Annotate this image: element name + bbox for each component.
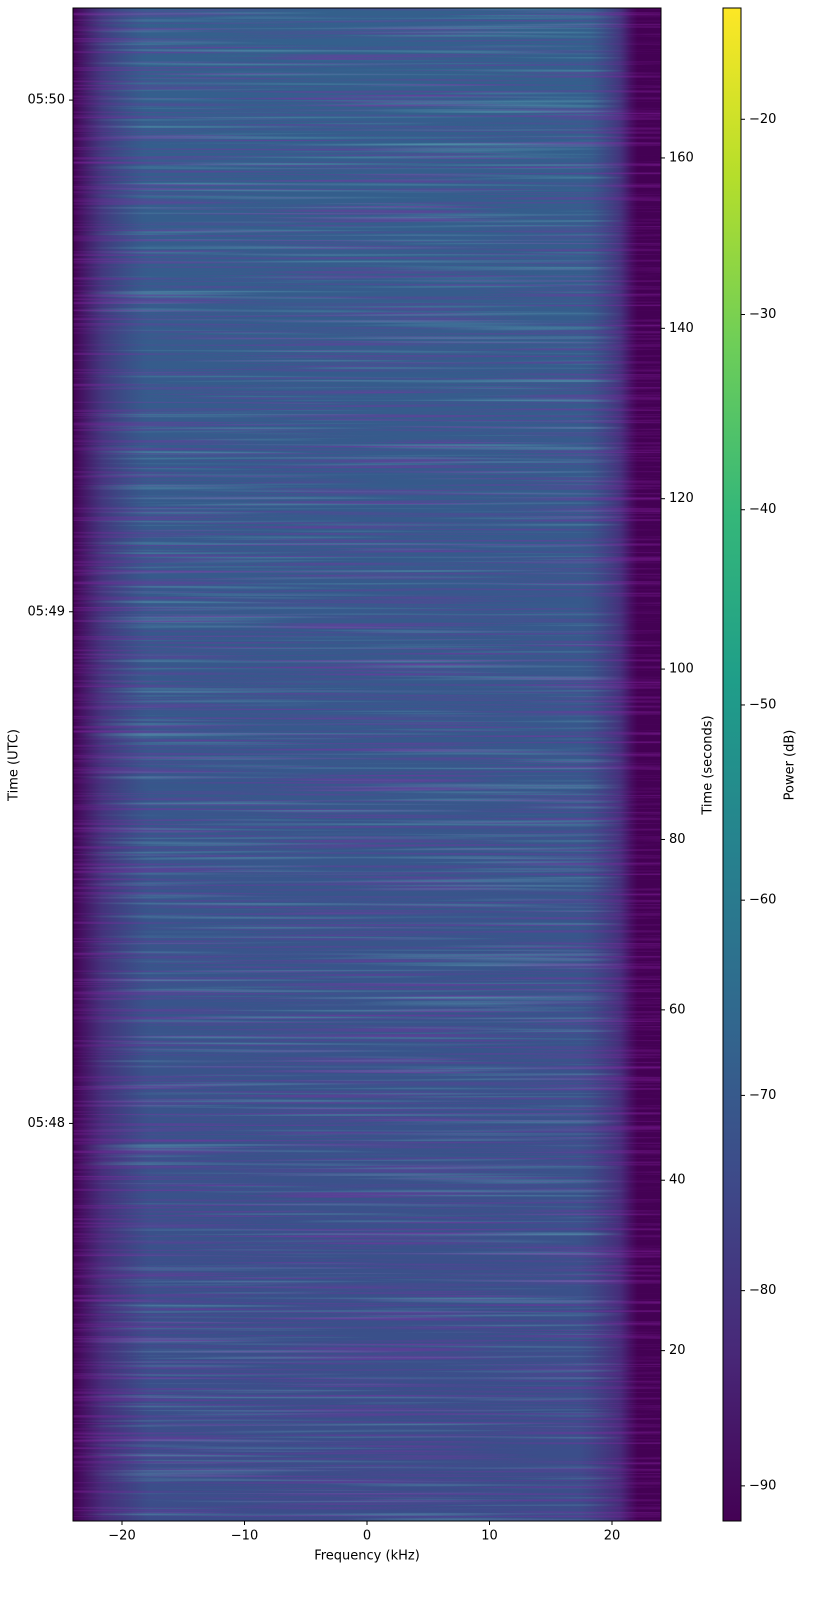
colorbar-tick-label: −70 [749,1088,776,1103]
x-tick-label: 10 [481,1529,498,1544]
x-tick-label: 0 [363,1529,371,1544]
colorbar-tick-label: −30 [749,307,776,322]
spectrogram [73,8,661,1521]
y2-axis-label: Time (seconds) [701,715,716,815]
y-tick-label: 05:50 [28,93,65,108]
x-tick-label: −10 [231,1529,258,1544]
y2-tick-label: 20 [669,1343,686,1358]
x-tick-label: −20 [108,1529,135,1544]
y2-tick-label: 160 [669,150,694,165]
x-tick-label: 20 [604,1529,621,1544]
colorbar-tick-label: −40 [749,502,776,517]
y2-tick-label: 60 [669,1002,686,1017]
colorbar-tick-label: −80 [749,1283,776,1298]
colorbar-label: Power (dB) [783,730,798,801]
y2-tick-label: 40 [669,1173,686,1188]
y-tick-label: 05:48 [28,1116,65,1131]
colorbar [722,7,742,1522]
colorbar-tick-label: −20 [749,112,776,127]
y2-tick-label: 120 [669,491,694,506]
y2-tick-label: 140 [669,321,694,336]
colorbar-tick-label: −50 [749,697,776,712]
y-tick-label: 05:49 [28,604,65,619]
y2-tick-label: 80 [669,832,686,847]
y-axis-label: Time (UTC) [7,729,22,802]
colorbar-tick-label: −90 [749,1478,776,1493]
y2-tick-label: 100 [669,662,694,677]
x-axis-label: Frequency (kHz) [314,1549,420,1564]
heatmap-noise-dark [73,8,661,1521]
colorbar-tick-label: −60 [749,893,776,908]
